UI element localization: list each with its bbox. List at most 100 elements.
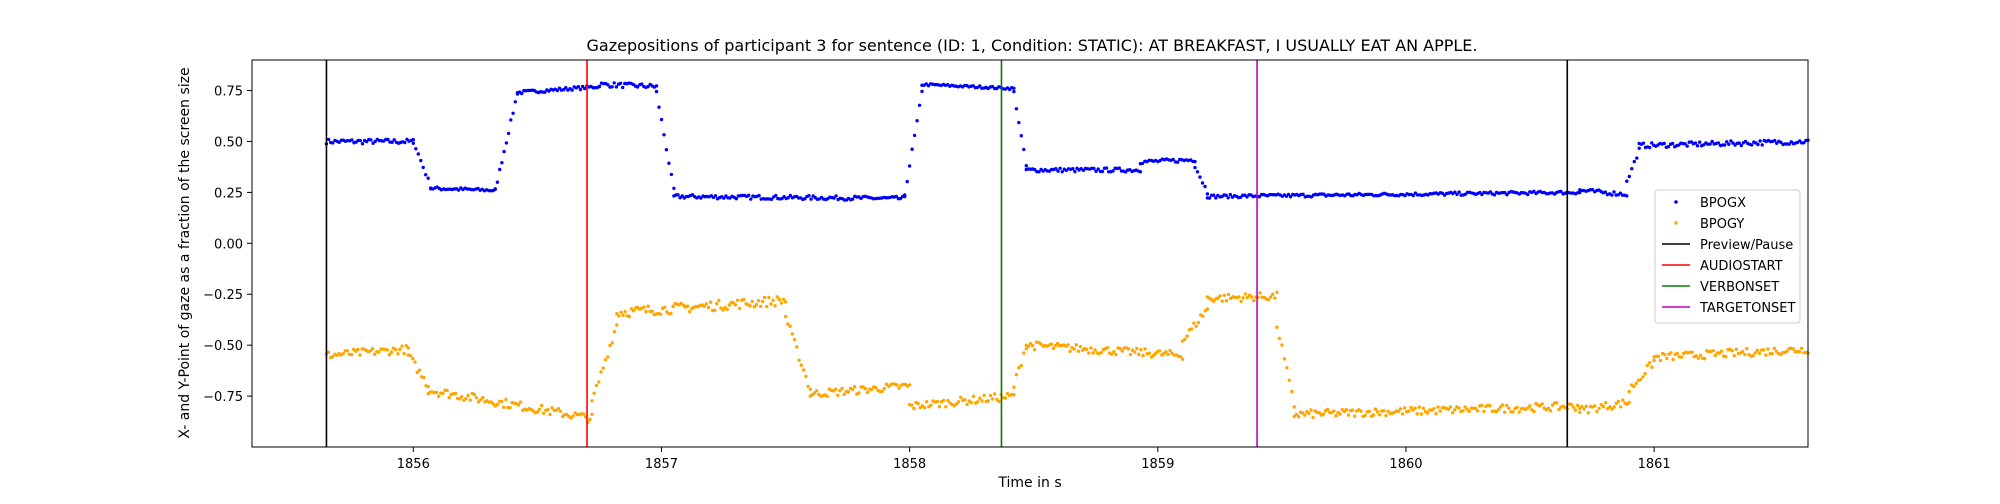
data-point — [672, 186, 676, 190]
data-point — [1791, 347, 1795, 351]
data-point — [520, 91, 524, 96]
data-point — [445, 388, 449, 393]
data-point — [688, 310, 692, 314]
data-point — [659, 117, 664, 122]
data-point — [910, 147, 914, 151]
data-point — [788, 193, 792, 198]
data-point — [965, 402, 969, 407]
data-point — [1480, 403, 1484, 407]
data-point — [1503, 190, 1507, 195]
data-point — [1258, 291, 1262, 295]
data-point — [1359, 409, 1363, 413]
data-point — [1461, 409, 1465, 413]
data-point — [1632, 384, 1636, 389]
data-point — [1802, 141, 1806, 145]
data-point — [326, 137, 331, 142]
data-point — [1024, 164, 1029, 168]
legend-marker — [1674, 200, 1678, 204]
data-point — [548, 412, 552, 417]
data-point — [1647, 361, 1652, 365]
data-point — [1296, 414, 1301, 419]
data-point — [1603, 401, 1608, 405]
data-point — [592, 391, 596, 395]
data-point — [1110, 352, 1114, 356]
data-point — [1603, 190, 1608, 194]
data-point — [1386, 409, 1390, 413]
data-point — [1656, 354, 1661, 358]
data-point — [657, 105, 661, 109]
data-point — [1205, 307, 1210, 311]
data-point — [350, 138, 354, 142]
data-point — [1228, 192, 1233, 197]
data-point — [1643, 372, 1647, 376]
data-point — [935, 399, 939, 404]
data-point — [773, 304, 777, 308]
data-point — [1137, 352, 1141, 357]
data-point — [1797, 350, 1802, 354]
data-point — [1725, 140, 1729, 144]
data-point — [1532, 409, 1536, 414]
data-point — [1582, 407, 1586, 411]
data-point — [1421, 406, 1426, 410]
data-point — [1030, 343, 1035, 348]
data-point — [331, 141, 335, 145]
data-point — [1287, 378, 1292, 382]
data-point — [479, 398, 483, 402]
data-point — [1193, 165, 1197, 170]
data-point — [1632, 159, 1637, 164]
data-point — [1371, 413, 1376, 417]
data-point — [1218, 294, 1222, 298]
data-point — [1595, 409, 1599, 414]
data-point — [1292, 405, 1297, 409]
data-point — [1241, 296, 1245, 300]
data-point — [658, 312, 663, 316]
data-point — [474, 396, 479, 400]
data-point — [1695, 144, 1700, 148]
data-point — [713, 194, 718, 198]
y-tick-label: 0.25 — [214, 186, 243, 201]
data-point — [1407, 409, 1411, 413]
data-point — [603, 358, 608, 362]
data-point — [426, 384, 430, 389]
data-point — [414, 147, 418, 151]
data-point — [1205, 192, 1210, 196]
data-point — [1448, 405, 1453, 409]
data-point — [491, 402, 495, 406]
data-point — [897, 386, 901, 390]
data-point — [543, 90, 547, 94]
data-point — [807, 194, 811, 198]
data-point — [1753, 351, 1758, 355]
data-point — [1696, 356, 1701, 360]
data-point — [578, 87, 583, 92]
data-point — [1135, 346, 1139, 351]
data-point — [1332, 409, 1336, 413]
data-point — [1275, 290, 1279, 294]
data-point — [1652, 358, 1656, 363]
data-point — [1288, 195, 1293, 199]
data-point — [513, 100, 517, 104]
data-point — [750, 299, 754, 304]
data-point — [669, 311, 673, 315]
x-tick-label: 1858 — [893, 457, 926, 472]
data-point — [757, 193, 761, 198]
data-point — [1618, 191, 1623, 195]
data-point — [804, 374, 808, 378]
data-point — [518, 400, 523, 404]
data-point — [1457, 190, 1461, 194]
data-point — [1741, 349, 1745, 354]
data-point — [615, 312, 619, 316]
data-point — [406, 346, 410, 350]
data-point — [1128, 352, 1133, 357]
data-point — [754, 302, 759, 307]
data-point — [1024, 347, 1029, 351]
data-point — [1066, 343, 1070, 347]
data-point — [404, 344, 408, 348]
data-point — [400, 344, 404, 348]
data-point — [1060, 170, 1064, 174]
data-point — [1528, 404, 1532, 408]
data-point — [396, 352, 400, 356]
data-point — [617, 314, 621, 318]
data-point — [1737, 141, 1741, 145]
data-point — [345, 349, 350, 353]
data-point — [1627, 174, 1632, 179]
